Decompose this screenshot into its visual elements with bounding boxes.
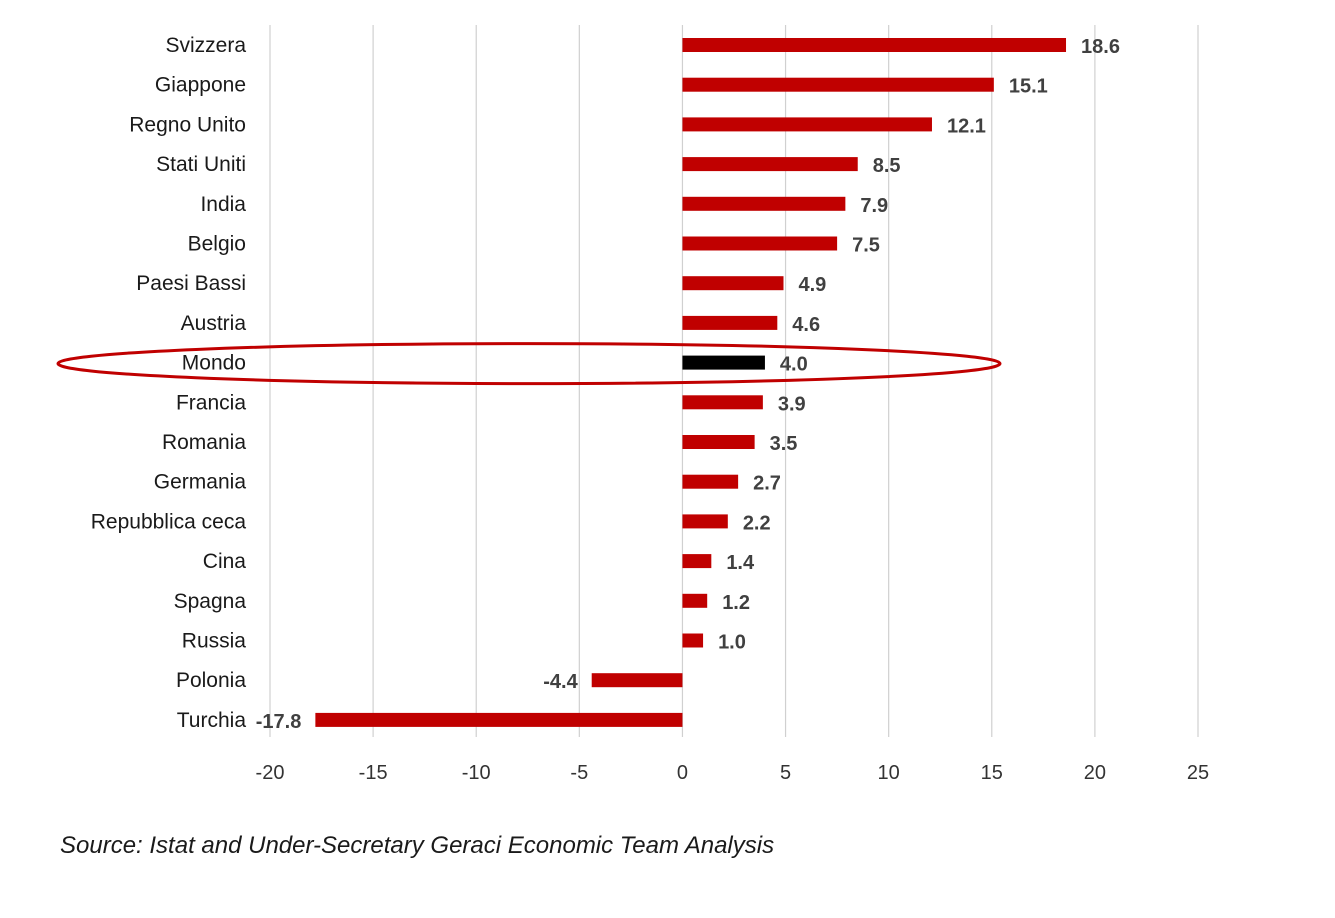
x-tick-label: 0 — [677, 762, 688, 784]
highlight-ring — [56, 342, 1002, 386]
category-label-austria: Austria — [181, 312, 247, 335]
bar-stati-uniti — [682, 157, 858, 172]
bar-francia — [682, 395, 763, 410]
value-labels: 18.6 15.1 12.1 8.5 7.9 7.5 4.9 4.6 4.0 3.9 3.5 2.7 2… — [256, 36, 1120, 733]
bar-repubblica-ceca — [682, 514, 728, 529]
category-label-francia: Francia — [176, 391, 246, 414]
value-label-turchia: -17.8 — [256, 711, 302, 733]
x-tick-label: -15 — [359, 762, 388, 784]
bar-paesi-bassi — [682, 276, 784, 291]
value-label-austria: 4.6 — [792, 314, 820, 336]
value-label-svizzera: 18.6 — [1081, 36, 1120, 58]
source-note: Source: Istat and Under-Secretary Geraci… — [60, 832, 775, 859]
category-label-germania: Germania — [154, 471, 247, 494]
x-tick-label: -5 — [570, 762, 588, 784]
bar-giappone — [682, 77, 994, 92]
x-tick-label: 20 — [1084, 762, 1106, 784]
x-tick-label: -10 — [462, 762, 491, 784]
bar-romania — [682, 435, 755, 449]
x-tick-label: 10 — [878, 762, 900, 784]
bar-turchia — [315, 712, 683, 727]
highlight-ellipse — [56, 342, 1002, 386]
value-label-mondo: 4.0 — [780, 354, 808, 376]
category-label-russia: Russia — [182, 630, 247, 653]
value-label-paesi-bassi: 4.9 — [798, 274, 826, 296]
bar-polonia — [591, 673, 683, 688]
category-label-romania: Romania — [162, 431, 246, 454]
category-label-cina: Cina — [203, 550, 247, 573]
bar-regno-unito — [682, 117, 932, 132]
bars — [315, 38, 1067, 727]
x-tick-label: 15 — [981, 762, 1003, 784]
value-label-regno-unito: 12.1 — [947, 115, 986, 137]
value-label-stati-uniti: 8.5 — [873, 155, 901, 177]
value-label-repubblica-ceca: 2.2 — [743, 512, 771, 534]
bar-russia — [682, 633, 704, 648]
value-label-belgio: 7.5 — [852, 235, 880, 257]
x-tick-label: -20 — [256, 762, 285, 784]
bar-cina — [682, 554, 712, 569]
category-label-svizzera: Svizzera — [165, 34, 246, 57]
value-label-germania: 2.7 — [753, 473, 781, 495]
category-label-stati-uniti: Stati Uniti — [156, 153, 246, 176]
category-label-giappone: Giappone — [155, 74, 246, 97]
category-label-regno-unito: Regno Unito — [129, 113, 246, 136]
category-label-india: India — [200, 193, 246, 216]
bar-mondo — [682, 355, 765, 370]
value-label-giappone: 15.1 — [1009, 76, 1048, 98]
x-tick-label: 25 — [1187, 762, 1209, 784]
value-label-cina: 1.4 — [726, 552, 755, 574]
category-label-polonia: Polonia — [176, 669, 246, 692]
value-label-francia: 3.9 — [778, 393, 806, 415]
value-label-romania: 3.5 — [770, 433, 798, 455]
category-label-spagna: Spagna — [174, 590, 247, 613]
value-label-india: 7.9 — [860, 195, 888, 217]
category-label-belgio: Belgio — [188, 233, 246, 256]
bar-svizzera — [682, 38, 1067, 52]
category-label-mondo: Mondo — [182, 352, 246, 375]
value-label-spagna: 1.2 — [722, 592, 750, 614]
category-label-turchia: Turchia — [177, 709, 247, 732]
bar-india — [682, 196, 846, 211]
category-label-paesi-bassi: Paesi Bassi — [136, 272, 246, 295]
value-label-polonia: -4.4 — [543, 671, 578, 693]
x-axis-ticks: -20 -15 -10 -5 0 5 10 15 20 25 — [256, 762, 1210, 784]
category-label-repubblica-ceca: Repubblica ceca — [91, 510, 247, 533]
bar-spagna — [682, 593, 708, 608]
x-tick-label: 5 — [780, 762, 791, 784]
bar-belgio — [682, 236, 838, 251]
category-labels: Svizzera Giappone Regno Unito Stati Uniti In… — [91, 34, 247, 732]
bar-germania — [682, 474, 739, 489]
value-label-russia: 1.0 — [718, 632, 746, 654]
bar-austria — [682, 315, 778, 330]
